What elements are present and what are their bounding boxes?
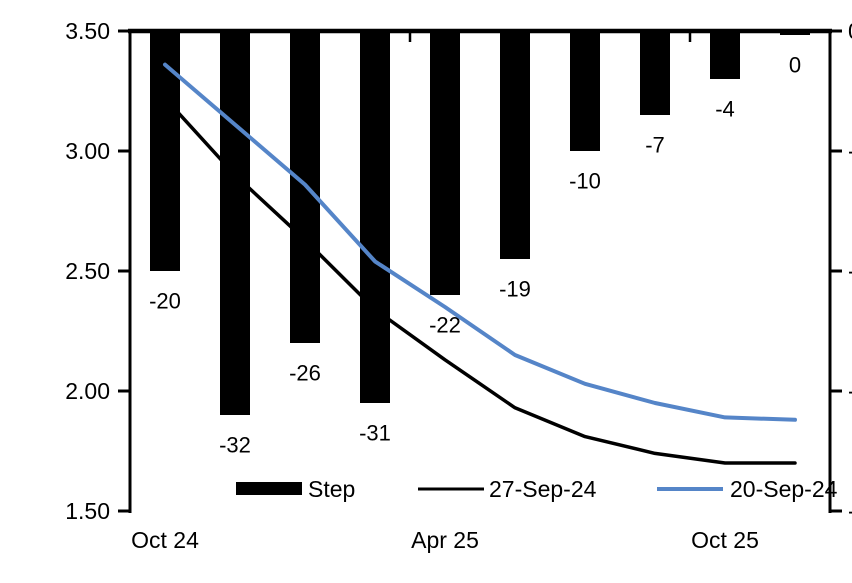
left-axis-tick-label: 3.50 (65, 18, 110, 44)
bar-value-label: -26 (289, 361, 321, 386)
legend-swatch-step (236, 482, 302, 495)
left-axis-tick-label: 2.00 (65, 378, 110, 404)
bar-value-label: -20 (149, 289, 181, 314)
chart-canvas: -20-32-26-31-22-19-10-7-403.503.002.502.… (65, 18, 852, 553)
bar-value-label: -19 (499, 277, 531, 302)
x-axis-label: Oct 24 (131, 527, 199, 553)
step-bar (570, 31, 600, 151)
series-line-20-sep-24 (163, 62, 797, 422)
x-axis-label: Oct 25 (691, 527, 759, 553)
legend-label-20-sep-24: 20-Sep-24 (730, 476, 838, 502)
bar-value-label: -31 (359, 421, 391, 446)
step-bar (360, 31, 390, 403)
bar-value-label: -7 (645, 133, 665, 158)
left-axis-tick-label: 1.50 (65, 498, 110, 524)
bar-value-label: -32 (219, 433, 251, 458)
left-axis-tick-label: 2.50 (65, 258, 110, 284)
step-bar (430, 31, 460, 295)
right-axis-tick-label: -40 (848, 498, 852, 524)
step-bar (220, 31, 250, 415)
bar-value-label: -10 (569, 169, 601, 194)
combo-chart: -20 -32 -26 -31 -22 -19 -10 -7 -4 0 3.50 3.00 2.50 2.… (40, 16, 852, 567)
step-bar (500, 31, 530, 259)
legend-label-step: Step (308, 476, 355, 502)
right-axis-tick-label: -30 (848, 378, 852, 404)
x-axis-label: Apr 25 (411, 527, 479, 553)
right-axis-tick-label: 0 (848, 18, 852, 44)
step-bar (640, 31, 670, 115)
series-line-27-sep-24 (163, 96, 797, 465)
step-bar (710, 31, 740, 79)
bar-value-label: 0 (789, 53, 801, 78)
right-axis-tick-label: -20 (848, 258, 852, 284)
bar-value-label: -4 (715, 97, 735, 122)
right-axis-tick-label: -10 (848, 138, 852, 164)
left-axis-tick-label: 3.00 (65, 138, 110, 164)
legend-label-27-sep-24: 27-Sep-24 (489, 476, 597, 502)
